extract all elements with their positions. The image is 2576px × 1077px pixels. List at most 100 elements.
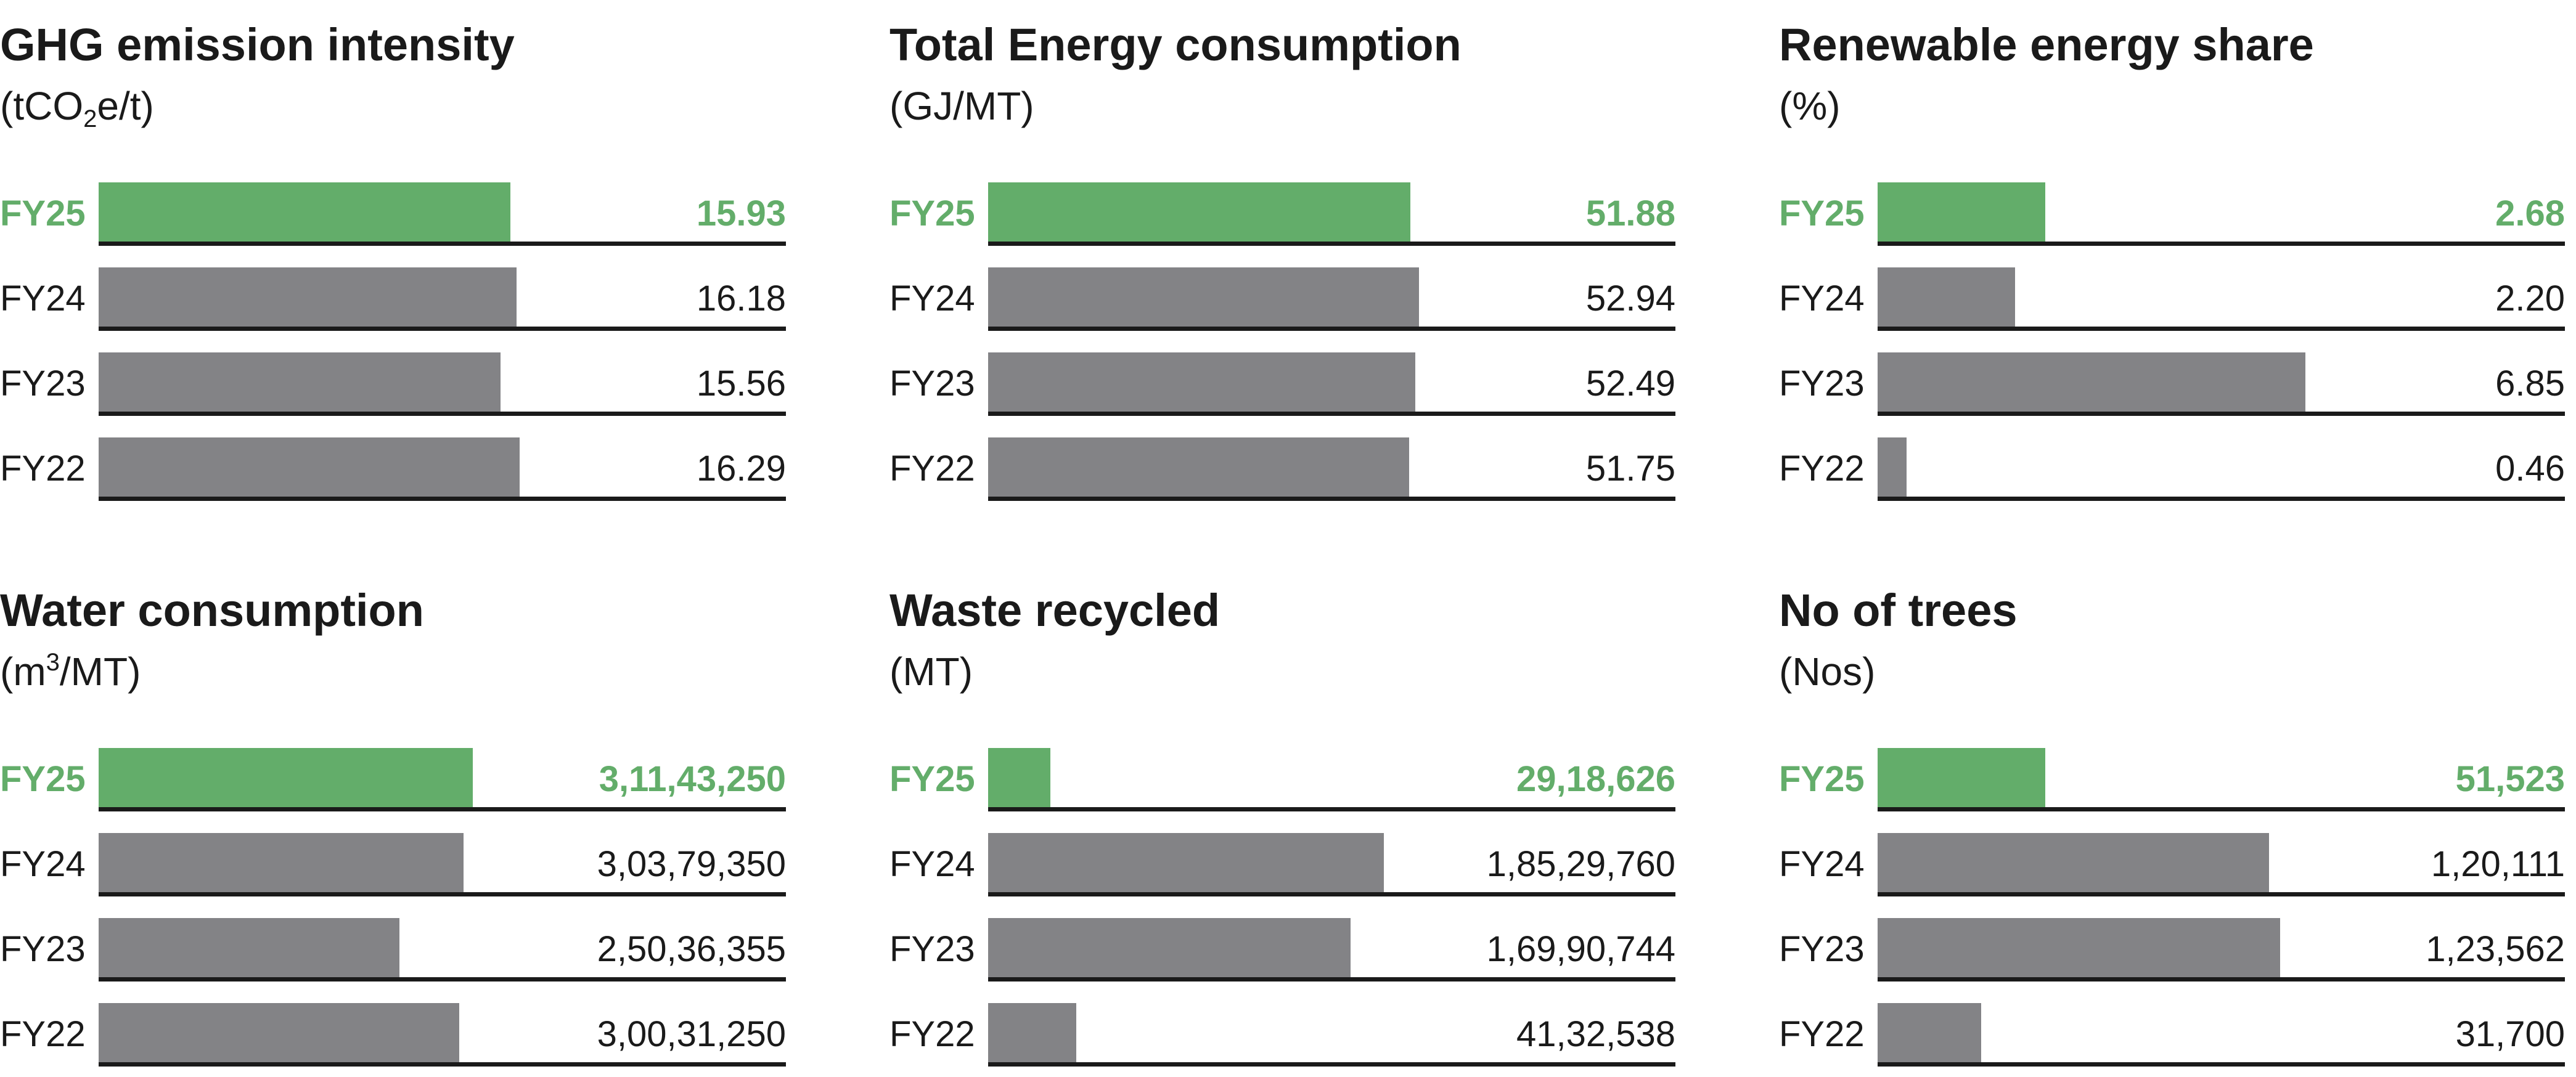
- bar-baseline: [988, 497, 1675, 501]
- category-label: FY24: [1779, 844, 1865, 884]
- data-label: 29,18,626: [1516, 759, 1675, 799]
- bar: [99, 1003, 460, 1062]
- chart-unit: (%): [1779, 81, 1841, 131]
- chart-unit: (tCO2e/t): [0, 81, 154, 131]
- bar: [1878, 352, 2306, 412]
- bar: [1878, 267, 2015, 327]
- chart-title: GHG emission intensity: [0, 19, 515, 70]
- bar-row: FY24 3,03,79,350: [0, 833, 786, 896]
- bar-row: FY25 3,11,43,250: [0, 748, 786, 811]
- bar-row: FY23 1,69,90,744: [889, 918, 1675, 981]
- data-label: 51,523: [2455, 759, 2565, 799]
- data-label: 15.56: [696, 364, 786, 404]
- category-label: FY24: [889, 278, 975, 319]
- bar-baseline: [99, 892, 786, 896]
- bar: [99, 833, 464, 892]
- bar-baseline: [988, 807, 1675, 811]
- category-label: FY24: [0, 844, 86, 884]
- bar-row: FY25 51.88: [889, 182, 1675, 246]
- category-label: FY23: [0, 929, 86, 969]
- category-label: FY24: [0, 278, 86, 319]
- data-label: 51.75: [1585, 449, 1675, 489]
- category-label: FY24: [889, 844, 975, 884]
- chart-title: Total Energy consumption: [889, 19, 1462, 70]
- bar-row: FY24 2.20: [1779, 267, 2565, 331]
- category-label: FY25: [1779, 759, 1865, 799]
- category-label: FY22: [889, 1014, 975, 1054]
- data-label: 1,69,90,744: [1486, 929, 1675, 969]
- category-label: FY22: [1779, 1014, 1865, 1054]
- category-label: FY25: [0, 759, 86, 799]
- bar: [988, 267, 1419, 327]
- bar: [99, 182, 510, 242]
- data-label: 41,32,538: [1516, 1014, 1675, 1054]
- bar: [1878, 182, 2045, 242]
- bar: [1878, 833, 2269, 892]
- category-label: FY23: [0, 364, 86, 404]
- data-label: 0.46: [2495, 449, 2565, 489]
- chart-unit-text: (m: [0, 649, 46, 694]
- bar-baseline: [1878, 1062, 2565, 1067]
- bar-baseline: [99, 807, 786, 811]
- bar: [988, 748, 1051, 807]
- bar-row: FY24 1,20,111: [1779, 833, 2565, 896]
- chart-panel: Total Energy consumption (GJ/MT) FY25 51.88…: [889, 0, 1675, 511]
- bar-baseline: [99, 327, 786, 331]
- chart-panel: Renewable energy share (%) FY25 2.68 FY24 2.2…: [1779, 0, 2565, 511]
- data-label: 3,03,79,350: [597, 844, 786, 884]
- data-label: 2,50,36,355: [597, 929, 786, 969]
- chart-unit: (Nos): [1779, 647, 1875, 696]
- bar: [988, 182, 1410, 242]
- bar-baseline: [1878, 242, 2565, 246]
- data-label: 52.49: [1585, 364, 1675, 404]
- chart-unit-text: /MT): [59, 649, 141, 694]
- data-label: 3,11,43,250: [599, 759, 786, 799]
- category-label: FY25: [889, 193, 975, 234]
- bar-baseline: [99, 977, 786, 981]
- bar-row: FY23 15.56: [0, 352, 786, 416]
- chart-unit: (MT): [889, 647, 973, 696]
- chart-panel: Waste recycled (MT) FY25 29,18,626 FY24 1,85,…: [889, 566, 1675, 1077]
- bar-row: FY24 52.94: [889, 267, 1675, 331]
- category-label: FY25: [889, 759, 975, 799]
- bar: [1878, 437, 1907, 497]
- bar-row: FY24 16.18: [0, 267, 786, 331]
- data-label: 31,700: [2455, 1014, 2565, 1054]
- bar: [988, 1003, 1077, 1062]
- bar-row: FY22 31,700: [1779, 1003, 2565, 1067]
- category-label: FY23: [1779, 929, 1865, 969]
- data-label: 16.29: [696, 449, 786, 489]
- category-label: FY25: [1779, 193, 1865, 234]
- bar-baseline: [1878, 412, 2565, 416]
- data-label: 2.20: [2495, 278, 2565, 319]
- data-label: 1,23,562: [2426, 929, 2565, 969]
- chart-unit-text: (GJ/MT): [889, 84, 1034, 128]
- chart-unit: (m3/MT): [0, 647, 141, 696]
- bar: [99, 748, 473, 807]
- bar: [99, 437, 520, 497]
- bar-row: FY22 51.75: [889, 437, 1675, 501]
- category-label: FY23: [889, 929, 975, 969]
- bar: [988, 918, 1351, 977]
- bar-row: FY24 1,85,29,760: [889, 833, 1675, 896]
- bar-row: FY22 3,00,31,250: [0, 1003, 786, 1067]
- category-label: FY25: [0, 193, 86, 234]
- data-label: 51.88: [1585, 193, 1675, 234]
- bar-baseline: [1878, 977, 2565, 981]
- chart-unit-script: 2: [83, 105, 97, 132]
- chart-unit-script: 3: [46, 649, 60, 676]
- bar: [988, 833, 1384, 892]
- bar: [1878, 748, 2046, 807]
- bar-row: FY22 16.29: [0, 437, 786, 501]
- bar: [1878, 1003, 1981, 1062]
- bar-row: FY25 15.93: [0, 182, 786, 246]
- data-label: 2.68: [2495, 193, 2565, 234]
- data-label: 16.18: [696, 278, 786, 319]
- bar-baseline: [988, 1062, 1675, 1067]
- bar-row: FY25 2.68: [1779, 182, 2565, 246]
- bar-row: FY25 29,18,626: [889, 748, 1675, 811]
- data-label: 52.94: [1585, 278, 1675, 319]
- data-label: 1,85,29,760: [1486, 844, 1675, 884]
- category-label: FY23: [1779, 364, 1865, 404]
- bar: [988, 437, 1409, 497]
